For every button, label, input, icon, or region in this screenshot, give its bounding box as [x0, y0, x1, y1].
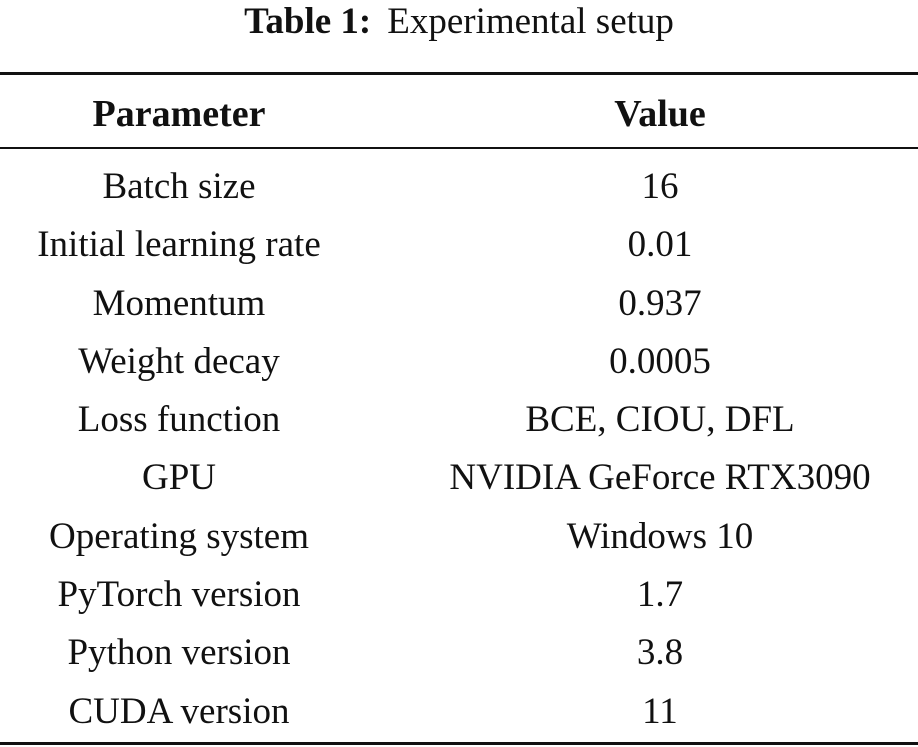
- parameter-cell: Initial learning rate: [37, 224, 321, 266]
- value-cell: 16: [641, 166, 679, 207]
- parameter-cell: GPU: [141, 457, 217, 499]
- value-cell: NVIDIA GeForce RTX3090: [449, 457, 871, 499]
- parameter-cell: Python version: [67, 632, 291, 674]
- header-rule: [0, 147, 918, 149]
- value-cell: 3.8: [636, 632, 684, 674]
- parameter-cell: PyTorch version: [57, 574, 301, 616]
- table-row: Initial learning rate 0.01: [0, 216, 918, 274]
- table-row: GPU NVIDIA GeForce RTX3090: [0, 449, 918, 507]
- parameter-cell: Weight decay: [78, 340, 280, 382]
- caption-text: Experimental setup: [387, 1, 674, 42]
- table-row: PyTorch version 1.7: [0, 566, 918, 624]
- bottom-rule: [0, 742, 918, 745]
- table-row: Operating system Windows 10: [0, 508, 918, 566]
- table-row: CUDA version 11: [0, 683, 918, 741]
- header-parameter: Parameter: [92, 93, 266, 135]
- table-header-row: Parameter Value: [0, 84, 918, 144]
- table-row: Loss function BCE, CIOU, DFL: [0, 391, 918, 449]
- value-cell: Windows 10: [566, 515, 754, 557]
- value-cell: 0.01: [627, 224, 693, 266]
- parameter-cell: Loss function: [77, 399, 281, 441]
- parameter-cell: Momentum: [92, 282, 266, 324]
- caption-label: Table 1:: [244, 1, 372, 42]
- header-value: Value: [614, 93, 706, 135]
- table-body: Batch size 16 Initial learning rate 0.01…: [0, 158, 918, 742]
- value-cell: BCE, CIOU, DFL: [525, 399, 795, 441]
- table-row: Batch size 16: [0, 158, 918, 216]
- top-rule: [0, 72, 918, 75]
- value-cell: 0.0005: [609, 340, 711, 382]
- parameter-cell: CUDA version: [68, 690, 290, 732]
- table-row: Momentum 0.937: [0, 275, 918, 333]
- value-cell: 0.937: [618, 282, 702, 324]
- parameter-cell: Batch size: [102, 166, 256, 207]
- parameter-cell: Operating system: [49, 515, 309, 557]
- value-cell: 11: [642, 690, 678, 732]
- table-row: Python version 3.8: [0, 624, 918, 682]
- table-row: Weight decay 0.0005: [0, 333, 918, 391]
- table-caption: Table 1: Experimental setup: [0, 0, 918, 44]
- value-cell: 1.7: [636, 574, 684, 616]
